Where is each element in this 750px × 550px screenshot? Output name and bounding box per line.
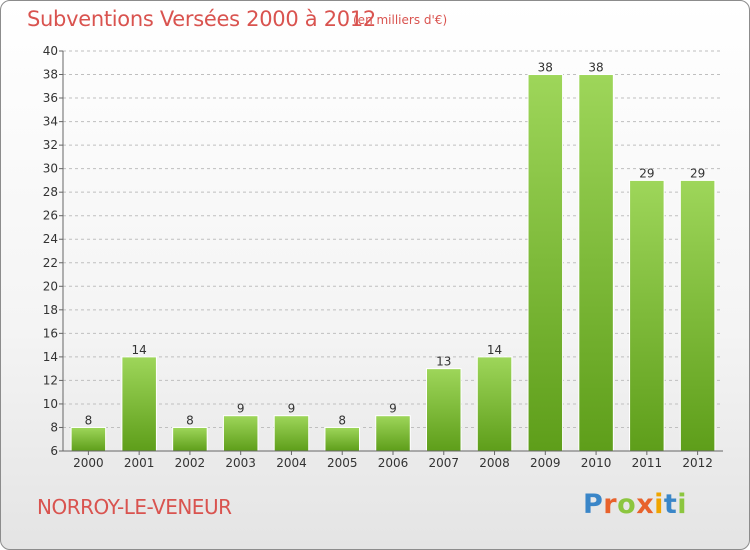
logo-letter: o (617, 489, 637, 520)
y-tick-label: 12 (43, 373, 58, 387)
y-tick-label: 28 (43, 185, 58, 199)
chart-title: Subventions Versées 2000 à 2012 (27, 7, 376, 31)
commune-name: NORROY-LE-VENEUR (37, 495, 232, 519)
data-label: 14 (132, 343, 147, 357)
bar (121, 356, 157, 452)
logo-letter: P (583, 489, 604, 520)
x-tick-label: 2001 (124, 456, 155, 470)
data-label: 8 (186, 413, 194, 427)
y-tick-label: 10 (43, 397, 58, 411)
y-tick-label: 24 (43, 232, 58, 246)
x-tick-label: 2002 (175, 456, 206, 470)
bar (527, 74, 564, 452)
bar (578, 74, 614, 452)
x-tick-label: 2008 (479, 456, 510, 470)
y-tick-label: 16 (43, 326, 58, 340)
x-tick-label: 2005 (327, 456, 358, 470)
bar (273, 415, 310, 452)
x-tick-label: 2009 (530, 456, 561, 470)
data-label: 38 (538, 61, 553, 75)
bar (679, 179, 716, 452)
x-tick-label: 2006 (378, 456, 409, 470)
logo-letter: i (654, 489, 664, 520)
data-label: 8 (85, 413, 93, 427)
y-tick-label: 14 (43, 350, 58, 364)
bars: 8 14 8 9 9 8 9 13 14 38 38 29 29 (70, 61, 716, 452)
grid-lines (63, 50, 723, 452)
data-label: 13 (436, 355, 451, 369)
y-tick-label: 36 (43, 91, 58, 105)
y-tick-label: 22 (43, 256, 58, 270)
data-label: 9 (288, 402, 296, 416)
x-tick-label: 2007 (428, 456, 459, 470)
y-tick-label: 6 (50, 444, 58, 458)
x-tick-label: 2003 (225, 456, 256, 470)
x-tick-label: 2004 (276, 456, 307, 470)
logo-letter: t (663, 489, 678, 520)
y-tick-label: 30 (43, 162, 58, 176)
x-tick-label: 2011 (632, 456, 663, 470)
x-tick-label: 2012 (682, 456, 713, 470)
logo-letter: r (603, 489, 618, 520)
y-tick-label: 34 (43, 115, 58, 129)
data-label: 8 (338, 413, 346, 427)
data-label: 14 (487, 343, 502, 357)
logo-letter: x (636, 489, 655, 520)
y-tick-label: 8 (50, 420, 58, 434)
x-tick-label: 2010 (581, 456, 612, 470)
bar (172, 426, 208, 452)
y-tick-label: 38 (43, 68, 58, 82)
bar (629, 179, 665, 452)
proxiti-logo: Proxiti (583, 489, 687, 520)
y-tick-label: 18 (43, 303, 58, 317)
data-label: 9 (389, 402, 397, 416)
y-tick-label: 32 (43, 138, 58, 152)
data-label: 38 (588, 61, 603, 75)
data-label: 29 (639, 166, 654, 180)
y-tick-label: 40 (43, 44, 58, 58)
bar (324, 426, 360, 452)
chart-subtitle: (en milliers d'€) (353, 13, 448, 27)
bar (375, 415, 411, 452)
x-tick-label: 2000 (73, 456, 104, 470)
bar (70, 426, 107, 452)
data-label: 29 (690, 166, 705, 180)
bar (426, 368, 462, 452)
bar (222, 415, 259, 452)
y-tick-label: 26 (43, 209, 58, 223)
axes: 6 8 10 12 14 16 18 20 22 24 26 28 30 32 34 36 38 40 2000 20… (43, 44, 723, 470)
y-tick-label: 20 (43, 279, 58, 293)
logo-letter: i (677, 489, 688, 520)
data-label: 9 (237, 402, 245, 416)
bar (476, 356, 513, 452)
